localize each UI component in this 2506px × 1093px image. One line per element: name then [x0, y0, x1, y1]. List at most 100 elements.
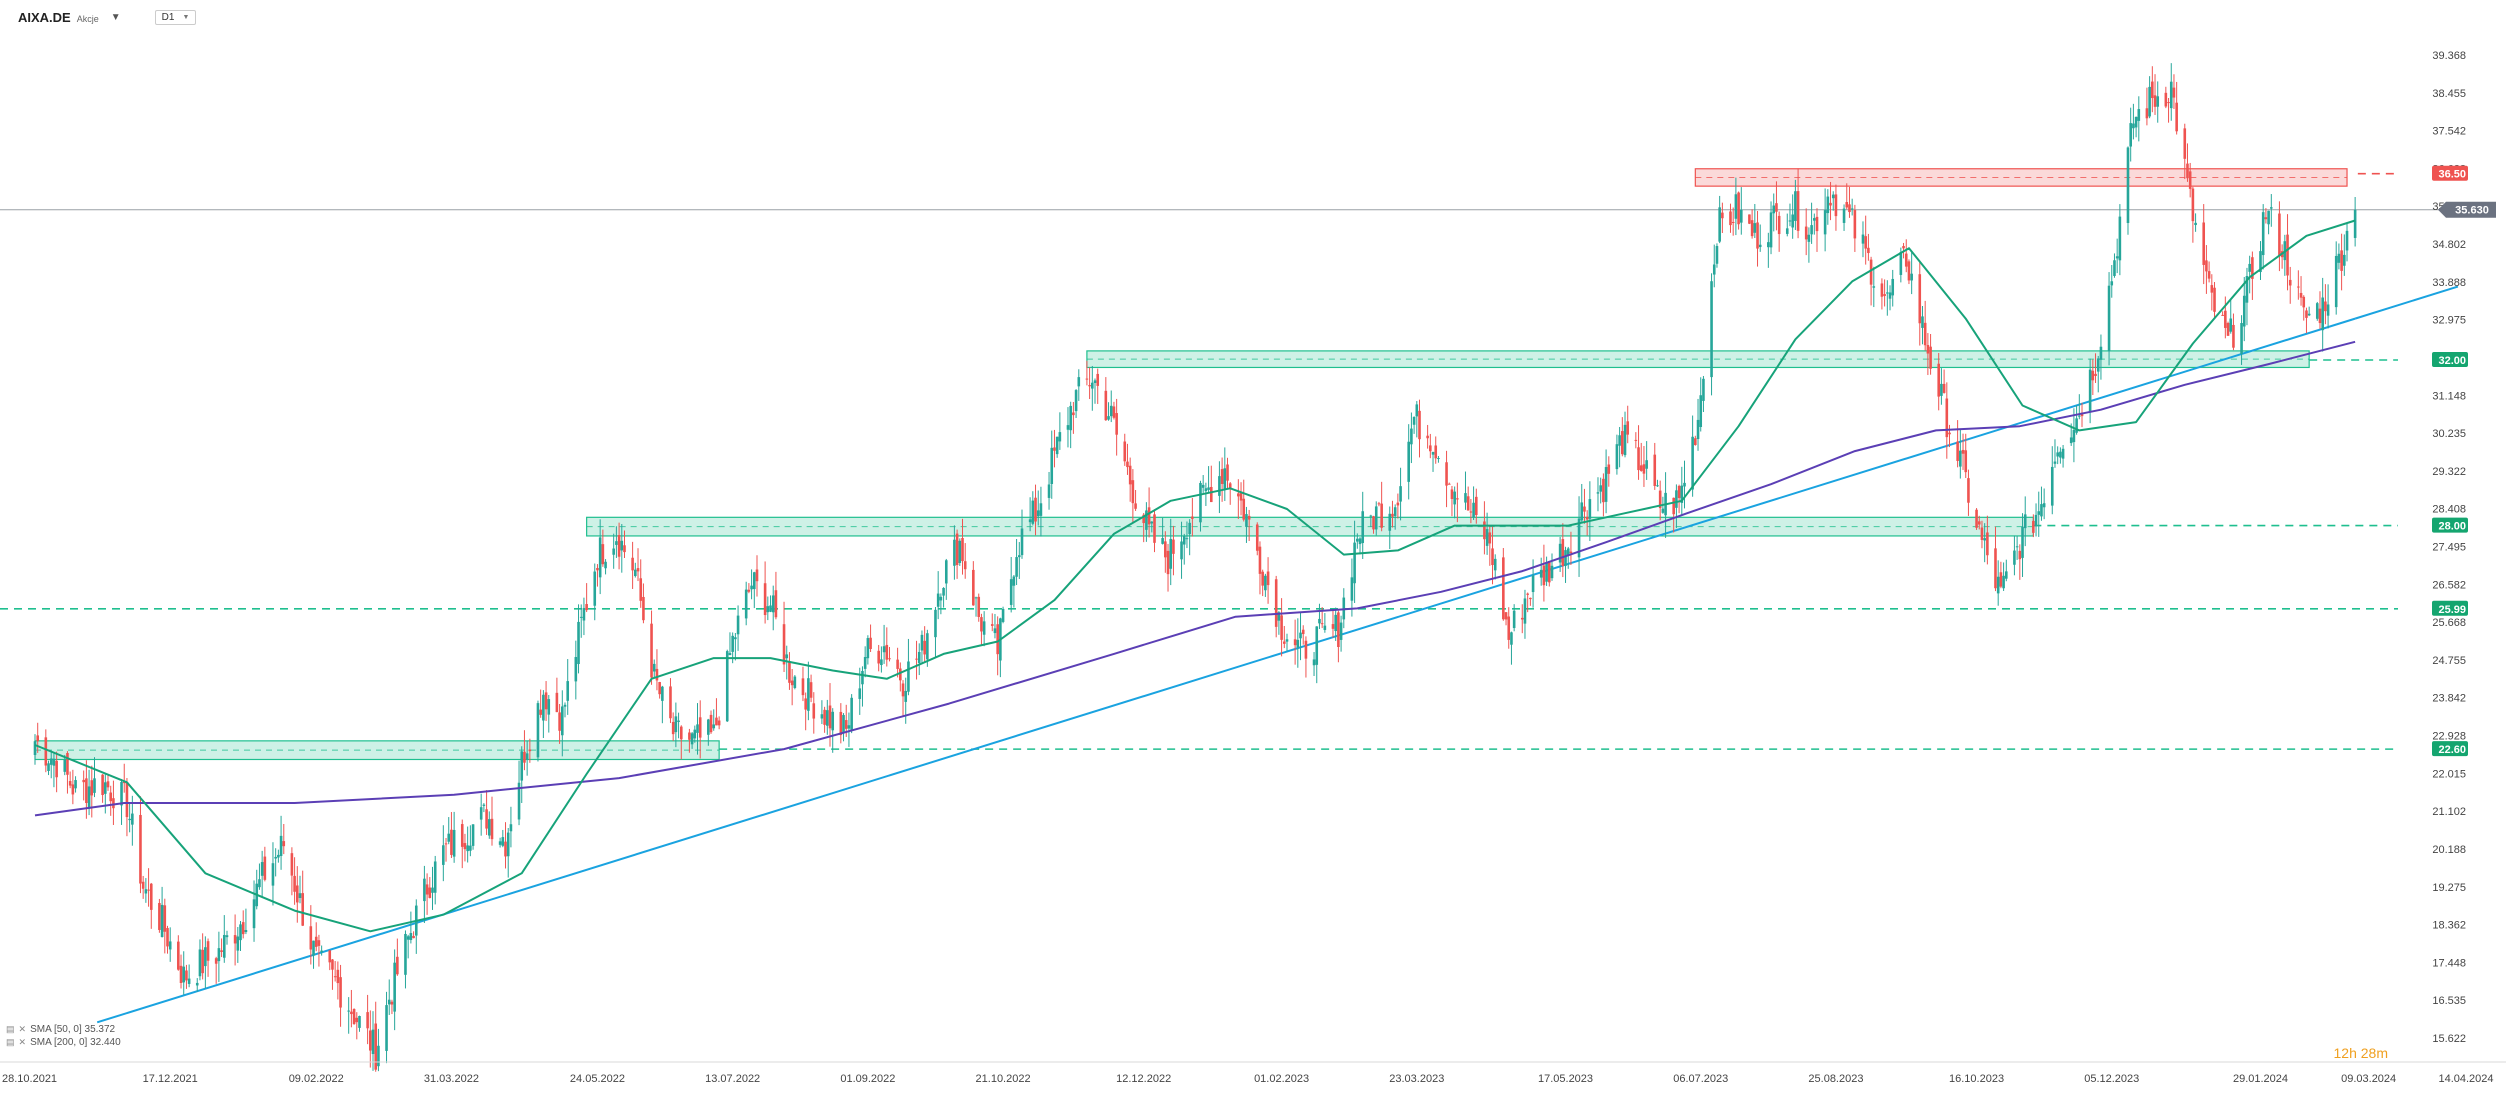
symbol-label[interactable]: AIXA.DE — [18, 10, 71, 25]
candle-up — [1718, 207, 1721, 242]
candle-up — [882, 646, 886, 653]
candle-up — [1680, 485, 1684, 503]
candle-down — [2318, 308, 2322, 324]
candle-down — [425, 884, 429, 895]
candle-up — [131, 813, 134, 825]
candle-down — [1239, 491, 1243, 501]
candle-up — [482, 804, 486, 806]
candle-up — [734, 637, 737, 640]
candle-up — [904, 690, 908, 702]
candle-down — [1902, 246, 1905, 249]
candle-up — [1523, 598, 1527, 624]
x-axis[interactable]: 28.10.2021 17.12.2021 09.02.2022 31.03.2022… — [0, 1061, 2506, 1085]
candle-down — [396, 956, 399, 975]
legend-sma50[interactable]: ▤ ✕ SMA [50, 0] 35.372 — [6, 1023, 121, 1036]
candle-up — [385, 1005, 388, 1051]
candle-down — [301, 893, 305, 926]
y-tick-label: 26.582 — [2432, 579, 2466, 591]
candle-down — [71, 784, 75, 795]
candle-countdown: 12h 28m — [2334, 1045, 2388, 1061]
candle-down — [2145, 108, 2149, 119]
candle-up — [1842, 208, 1846, 223]
candle-up — [1758, 244, 1762, 248]
candle-up — [1512, 610, 1516, 629]
candle-down — [339, 977, 342, 1008]
candle-down — [1191, 516, 1194, 519]
candle-down — [333, 976, 337, 978]
candle-down — [1777, 215, 1781, 235]
candle-up — [1182, 536, 1186, 545]
candle-up — [1683, 482, 1686, 487]
legend-sma200[interactable]: ▤ ✕ SMA [200, 0] 32.440 — [6, 1036, 121, 1049]
candle-down — [923, 640, 926, 655]
candle-down — [149, 883, 153, 910]
sma200-legend-label: SMA [200, 0] 32.440 — [30, 1037, 121, 1048]
level-price-tag: 28.00 — [2438, 521, 2466, 533]
settings-icon[interactable]: ▤ — [6, 1037, 15, 1047]
candle-up — [509, 824, 513, 832]
candle-up — [1872, 286, 1876, 288]
y-tick-label: 33.888 — [2432, 277, 2466, 289]
candle-up — [1656, 485, 1659, 487]
x-tick-label: 01.09.2022 — [840, 1073, 895, 1085]
close-icon[interactable]: ✕ — [18, 1024, 27, 1034]
candle-down — [1331, 624, 1335, 629]
candle-up — [2023, 514, 2027, 529]
candle-down — [639, 578, 643, 601]
candle-down — [1220, 469, 1224, 484]
candle-down — [2297, 286, 2300, 288]
candle-down — [1147, 507, 1151, 525]
candle-down — [290, 853, 294, 876]
candle-up — [1599, 485, 1602, 492]
timeframe-select[interactable]: D1 ▼ — [154, 10, 197, 25]
candle-down — [839, 711, 843, 736]
candle-down — [1904, 253, 1908, 267]
candle-up — [1734, 194, 1738, 219]
symbol-dropdown-icon[interactable]: ▼ — [110, 12, 121, 23]
candle-down — [90, 780, 94, 796]
trendline-extension[interactable] — [2354, 285, 2459, 320]
candle-down — [1975, 509, 1978, 528]
candle-down — [328, 950, 332, 963]
candle-up — [677, 720, 680, 722]
candle-down — [1418, 410, 1421, 440]
candle-up — [144, 889, 148, 894]
candle-down — [1085, 378, 1089, 380]
candle-down — [1247, 515, 1251, 520]
candle-up — [766, 606, 770, 613]
candle-down — [2305, 310, 2308, 318]
candle-down — [1474, 496, 1478, 516]
candle-down — [101, 774, 104, 795]
candle-down — [1445, 462, 1448, 486]
candle-up — [769, 605, 772, 612]
candle-down — [539, 709, 542, 715]
candle-up — [858, 688, 862, 699]
y-axis[interactable]: 39.36838.45537.54236.62835.71634.80233.8… — [2432, 50, 2466, 1045]
candle-down — [85, 778, 88, 803]
candle-up — [1264, 575, 1267, 591]
candle-up — [1223, 468, 1227, 490]
candle-down — [2164, 92, 2168, 107]
candle-up — [926, 633, 929, 660]
candle-up — [431, 887, 434, 893]
candle-down — [1280, 615, 1283, 640]
trendline-layer[interactable] — [96, 285, 2459, 1024]
candle-down — [369, 1030, 372, 1051]
candle-down — [336, 969, 340, 984]
candle-down — [1426, 435, 1429, 439]
candle-up — [958, 540, 962, 563]
y-tick-label: 16.535 — [2432, 995, 2466, 1007]
settings-icon[interactable]: ▤ — [6, 1024, 15, 1034]
close-icon[interactable]: ✕ — [18, 1037, 27, 1047]
candle-down — [1637, 447, 1640, 471]
candle-down — [2224, 310, 2227, 328]
candle-up — [2169, 81, 2173, 109]
trendline[interactable] — [96, 317, 2356, 1024]
candle-up — [2307, 313, 2311, 316]
candle-up — [1710, 281, 1713, 378]
candle-up — [2059, 451, 2062, 458]
candle-up — [1350, 577, 1354, 601]
candle-up — [2110, 281, 2114, 286]
candle-down — [1377, 503, 1381, 505]
